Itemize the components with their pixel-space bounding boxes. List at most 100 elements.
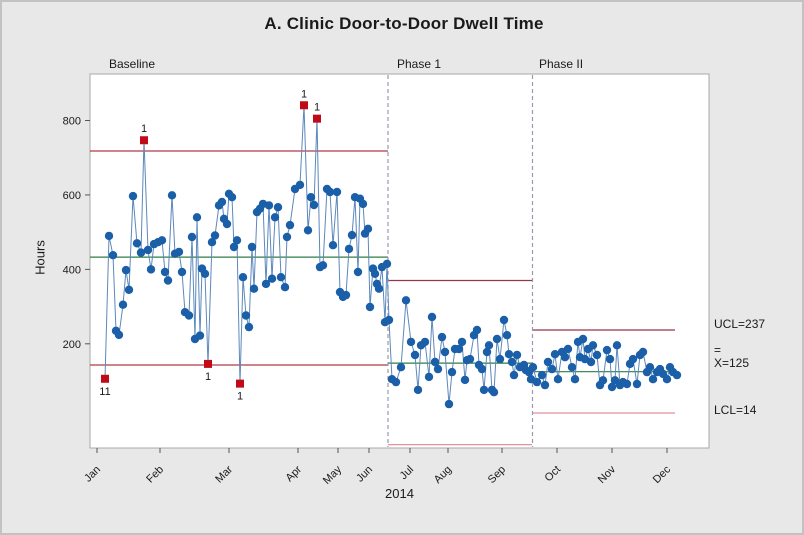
- data-point: [622, 379, 632, 389]
- data-point: [273, 203, 283, 212]
- x-tick-label: Aug: [432, 464, 454, 486]
- data-point: [187, 232, 197, 242]
- data-point: [540, 380, 550, 390]
- data-point: [241, 311, 251, 320]
- data-point: [244, 322, 254, 332]
- data-point: [200, 269, 210, 278]
- data-point: [195, 331, 205, 340]
- data-point: [128, 191, 138, 201]
- data-point: [454, 344, 464, 354]
- data-point: [420, 337, 430, 347]
- data-point: [612, 341, 622, 350]
- out-of-control-point: [140, 136, 148, 145]
- data-point: [406, 337, 416, 347]
- data-point: [358, 199, 368, 209]
- data-point: [605, 354, 615, 364]
- data-point: [325, 187, 335, 197]
- test-flag-label: 11: [99, 386, 110, 398]
- data-point: [410, 350, 420, 360]
- data-point: [427, 312, 437, 322]
- out-of-control-point: [313, 114, 321, 123]
- x-tick-label: Jul: [398, 464, 416, 482]
- out-of-control-point: [204, 359, 212, 368]
- data-point: [270, 213, 280, 222]
- data-point: [306, 193, 316, 202]
- data-point: [347, 230, 357, 240]
- data-point: [249, 284, 259, 293]
- series-line: [104, 105, 678, 405]
- x-tick-label: May: [321, 463, 345, 487]
- data-point: [607, 382, 617, 392]
- data-point: [118, 300, 128, 309]
- data-point: [276, 273, 286, 282]
- data-point: [662, 375, 672, 384]
- data-point: [413, 385, 423, 395]
- x-tick-label: Oct: [543, 464, 564, 485]
- data-point: [396, 363, 406, 372]
- xbar-text: X=125: [714, 356, 750, 370]
- data-point: [444, 399, 454, 409]
- data-point: [177, 267, 187, 277]
- data-point: [247, 242, 257, 252]
- lcl-value-label: LCL=14: [714, 403, 757, 417]
- data-point: [174, 247, 184, 257]
- test-flag-label: 1: [205, 371, 211, 383]
- data-point: [502, 331, 512, 340]
- data-point: [267, 274, 277, 283]
- data-point: [163, 276, 173, 285]
- phase-label-phase2: Phase II: [539, 57, 584, 71]
- data-point: [447, 367, 457, 377]
- data-point: [424, 372, 434, 382]
- x-axis-label: 2014: [385, 486, 414, 501]
- data-point: [509, 370, 519, 380]
- data-point: [374, 284, 384, 293]
- data-point: [492, 334, 502, 344]
- xbar-value-label: = X=125: [714, 344, 749, 370]
- data-point: [507, 357, 517, 367]
- out-of-control-point: [300, 101, 308, 110]
- data-point: [207, 238, 217, 247]
- data-point: [563, 344, 573, 354]
- data-point: [401, 296, 411, 305]
- data-point: [465, 354, 475, 364]
- data-point: [499, 315, 509, 325]
- x-tick-label: Mar: [213, 463, 235, 485]
- data-point: [479, 385, 489, 395]
- data-point: [280, 283, 290, 292]
- data-point: [143, 245, 153, 255]
- data-point: [567, 363, 577, 372]
- data-point: [210, 231, 220, 240]
- data-point: [146, 265, 156, 274]
- data-point: [264, 201, 274, 210]
- plot-area: [89, 73, 710, 449]
- data-point: [433, 364, 443, 374]
- data-point: [586, 357, 596, 367]
- x-tick-label: Jan: [82, 464, 103, 485]
- data-point: [578, 334, 588, 344]
- data-point: [222, 219, 232, 229]
- test-flag-label: 1: [237, 391, 243, 403]
- data-point: [303, 226, 313, 235]
- data-point: [217, 197, 227, 207]
- data-point: [532, 377, 542, 387]
- data-point: [136, 248, 146, 257]
- y-tick-label: 800: [63, 116, 81, 128]
- data-point: [598, 376, 608, 385]
- data-point: [504, 350, 514, 359]
- data-point: [602, 345, 612, 355]
- data-point: [472, 325, 482, 335]
- x-tick-label: Jun: [354, 464, 375, 485]
- data-point: [160, 267, 170, 277]
- data-point: [550, 350, 560, 359]
- data-point: [537, 370, 547, 380]
- data-point: [672, 370, 682, 380]
- data-point: [495, 354, 505, 364]
- data-point: [489, 388, 499, 397]
- data-point: [484, 341, 494, 350]
- x-tick-label: Sep: [486, 464, 508, 486]
- xbar-overline: =: [714, 343, 722, 357]
- data-point: [365, 302, 375, 312]
- test-flag-label: 1: [141, 123, 147, 135]
